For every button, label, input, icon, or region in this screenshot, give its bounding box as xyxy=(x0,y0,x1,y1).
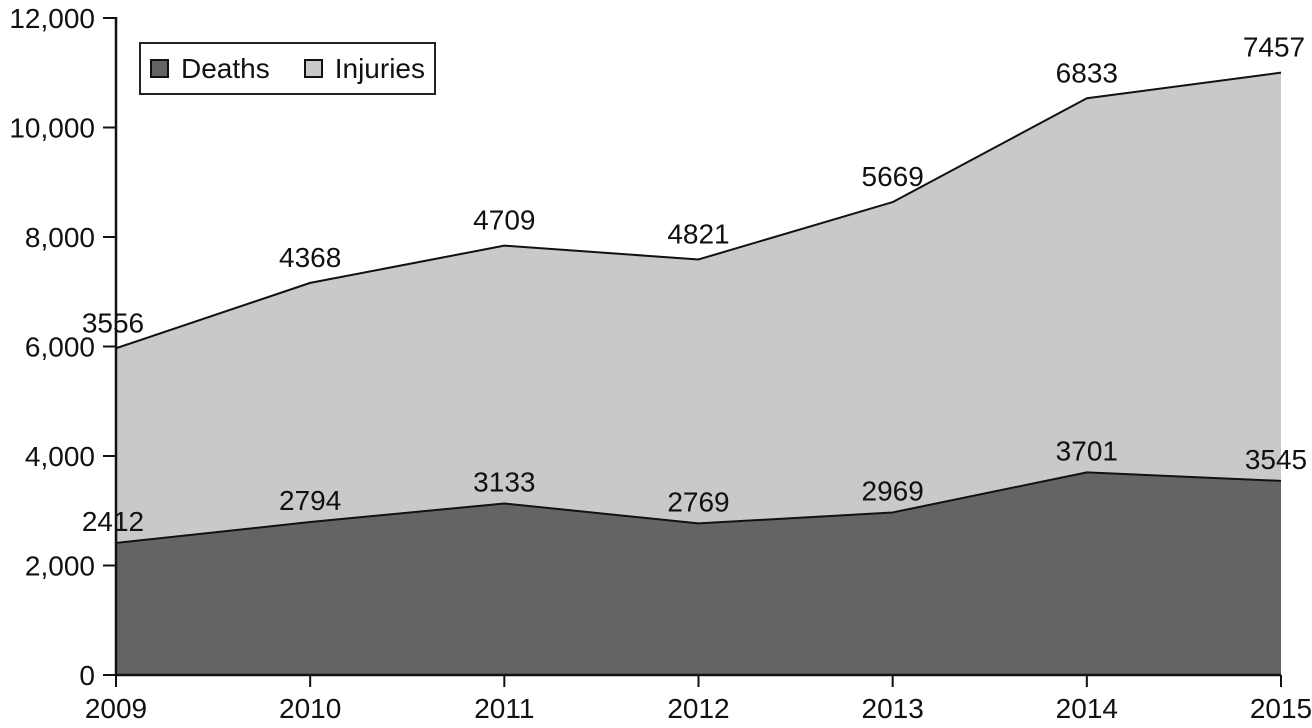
x-tick-label: 2014 xyxy=(1056,693,1118,724)
y-tick-label: 6,000 xyxy=(25,332,95,363)
y-tick-label: 10,000 xyxy=(9,113,95,144)
legend-label-deaths: Deaths xyxy=(181,52,270,84)
x-tick-label: 2010 xyxy=(279,693,341,724)
deaths-value-label: 2769 xyxy=(667,486,729,517)
injuries-area xyxy=(116,72,1281,543)
deaths-swatch-icon xyxy=(150,59,169,78)
deaths-value-label: 2412 xyxy=(82,506,144,537)
x-tick-label: 2009 xyxy=(85,693,147,724)
injuries-value-label: 4709 xyxy=(473,205,535,236)
legend-item-injuries: Injuries xyxy=(303,52,425,85)
deaths-value-label: 3545 xyxy=(1245,444,1307,475)
injuries-swatch-icon xyxy=(303,59,323,78)
x-tick-label: 2013 xyxy=(862,693,924,724)
deaths-value-label: 2794 xyxy=(279,485,341,516)
injuries-value-label: 3556 xyxy=(82,307,144,338)
x-tick-label: 2012 xyxy=(667,693,729,724)
chart-legend: Deaths Injuries xyxy=(139,42,436,95)
deaths-value-label: 2969 xyxy=(862,475,924,506)
deaths-value-label: 3701 xyxy=(1056,435,1118,466)
x-tick-label: 2011 xyxy=(474,693,534,724)
deaths-area xyxy=(116,472,1281,675)
injuries-value-label: 4821 xyxy=(667,218,729,249)
injuries-value-label: 4368 xyxy=(279,242,341,273)
deaths-value-label: 3133 xyxy=(473,466,535,497)
injuries-value-label: 7457 xyxy=(1243,32,1305,63)
y-tick-label: 12,000 xyxy=(9,3,95,34)
y-tick-label: 4,000 xyxy=(25,441,95,472)
y-tick-label: 8,000 xyxy=(25,222,95,253)
deaths-line xyxy=(115,471,1282,544)
injuries-value-label: 5669 xyxy=(862,161,924,192)
injuries-value-label: 6833 xyxy=(1056,57,1118,88)
injuries-line xyxy=(115,71,1282,350)
y-tick-label: 2,000 xyxy=(25,551,95,582)
legend-item-deaths: Deaths xyxy=(150,53,270,85)
x-tick-label: 2015 xyxy=(1250,693,1312,724)
y-tick-label: 0 xyxy=(79,660,95,691)
legend-label-injuries: Injuries xyxy=(334,52,425,84)
